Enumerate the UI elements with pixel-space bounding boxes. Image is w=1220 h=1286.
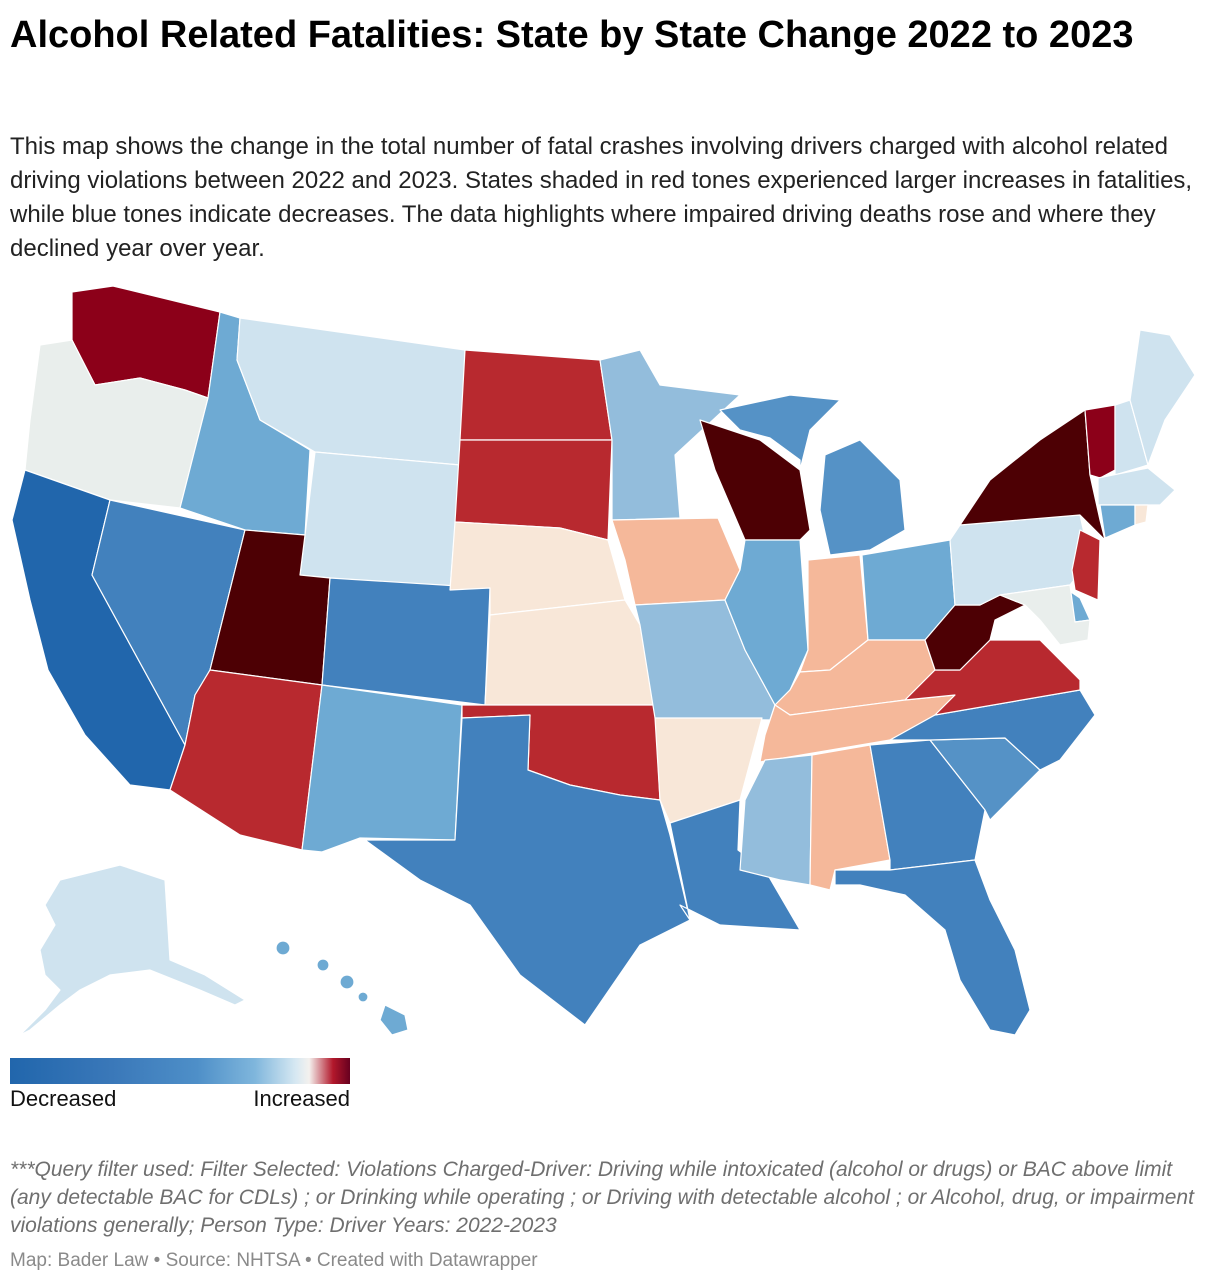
- state-mississippi[interactable]: [739, 754, 813, 886]
- color-legend: Decreased Increased: [10, 1058, 350, 1112]
- map-title: Alcohol Related Fatalities: State by Sta…: [10, 14, 1134, 56]
- state-new-mexico[interactable]: [301, 684, 463, 853]
- state-iowa[interactable]: [611, 517, 741, 606]
- legend-gradient-bar: [10, 1058, 350, 1084]
- legend-low-label: Decreased: [10, 1086, 117, 1111]
- state-new-jersey[interactable]: [1071, 529, 1101, 601]
- state-north-dakota[interactable]: [459, 349, 613, 441]
- state-rhode-island[interactable]: [1134, 504, 1149, 526]
- us-choropleth-map: [0, 280, 1220, 1050]
- state-louisiana[interactable]: [669, 799, 801, 931]
- query-footnote: ***Query filter used: Filter Selected: V…: [10, 1158, 1194, 1237]
- state-minnesota[interactable]: [599, 349, 741, 521]
- state-massachusetts[interactable]: [1097, 467, 1176, 506]
- map-description: This map shows the change in the total n…: [10, 133, 1193, 262]
- source-credit: Map: Bader Law • Source: NHTSA • Created…: [10, 1250, 538, 1271]
- state-michigan[interactable]: [719, 394, 906, 556]
- state-hawaii[interactable]: [275, 940, 409, 1036]
- state-wyoming[interactable]: [299, 451, 461, 591]
- state-colorado[interactable]: [321, 577, 491, 706]
- state-maryland[interactable]: [999, 584, 1091, 646]
- state-maine[interactable]: [1129, 329, 1196, 466]
- state-alaska[interactable]: [19, 864, 246, 1036]
- state-vermont[interactable]: [1084, 404, 1116, 479]
- state-kansas[interactable]: [484, 599, 656, 706]
- state-florida[interactable]: [834, 859, 1031, 1036]
- state-texas[interactable]: [364, 714, 691, 1026]
- state-wisconsin[interactable]: [699, 419, 811, 541]
- legend-high-label: Increased: [253, 1086, 350, 1111]
- state-connecticut[interactable]: [1099, 504, 1136, 539]
